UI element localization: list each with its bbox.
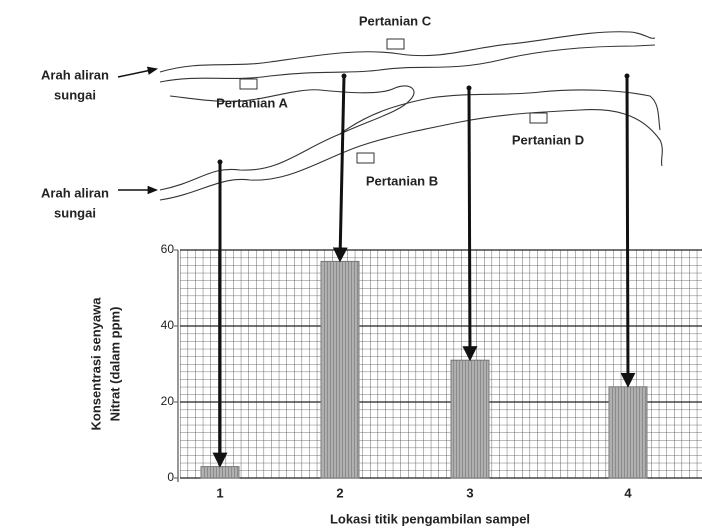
- map-label: sungai: [54, 205, 96, 220]
- pointer-arrow: [340, 76, 344, 259]
- x-tick-label: 1: [216, 485, 223, 500]
- x-tick-label: 2: [336, 485, 343, 500]
- map-label: Pertanian A: [216, 95, 288, 110]
- map-label: sungai: [54, 87, 96, 102]
- map-label: Pertanian B: [366, 173, 438, 188]
- y-tick-label: 60: [161, 242, 175, 256]
- bar: [201, 467, 239, 478]
- map-label: Pertanian D: [512, 132, 584, 147]
- y-axis-title: Konsentrasi senyawa: [88, 297, 103, 431]
- map-label: Arah aliran: [41, 67, 109, 82]
- y-tick-label: 20: [161, 394, 175, 408]
- map-label: Pertanian C: [359, 13, 432, 28]
- y-axis-title: Nitrat (dalam ppm): [107, 307, 122, 422]
- bar: [321, 261, 359, 478]
- map-label: Arah aliran: [41, 185, 109, 200]
- bar: [609, 387, 647, 478]
- x-axis-title: Lokasi titik pengambilan sampel: [330, 511, 530, 526]
- bar: [451, 360, 489, 478]
- pointer-arrow: [627, 76, 628, 385]
- pointer-arrow: [469, 88, 470, 358]
- y-tick-label: 0: [167, 470, 174, 484]
- y-tick-label: 40: [161, 318, 175, 332]
- diagram: Arah aliran sungai Arah aliran sungai Pe…: [0, 0, 702, 529]
- x-tick-label: 3: [466, 485, 473, 500]
- x-tick-label: 4: [624, 485, 632, 500]
